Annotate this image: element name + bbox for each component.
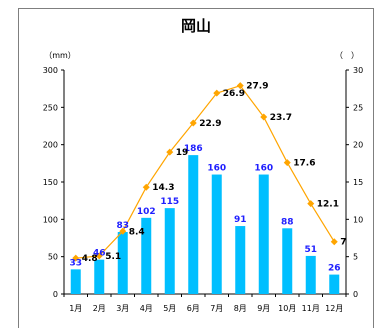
temperature-label: 22.9 (199, 119, 221, 129)
temperature-line (75, 84, 335, 259)
temperature-label: 8.4 (129, 227, 145, 237)
precipitation-label: 46 (93, 249, 106, 259)
precipitation-bar (282, 228, 293, 294)
precipitation-label: 160 (254, 164, 273, 174)
precipitation-bar (258, 174, 269, 294)
precipitation-label: 186 (184, 144, 203, 154)
left-tick-label: 300 (43, 66, 58, 75)
temperature-point (236, 82, 244, 90)
temperature-point (330, 238, 338, 246)
precipitation-bar (164, 208, 175, 294)
precipitation-label: 83 (116, 221, 129, 231)
x-tick-label: 7月 (210, 304, 223, 313)
right-tick-label: 0 (353, 290, 358, 299)
temperature-label: 26.9 (223, 89, 245, 99)
x-tick-label: 9月 (257, 304, 270, 313)
temperature-label: 5.1 (105, 252, 121, 262)
precipitation-bar (70, 269, 81, 294)
precipitation-label: 102 (137, 207, 156, 217)
temperature-point (166, 148, 174, 156)
left-axis-label: （mm） (44, 51, 76, 60)
precipitation-label: 51 (304, 245, 317, 255)
temperature-point (260, 113, 268, 121)
precipitation-bar (235, 226, 246, 294)
chart-panel: 岡山 （mm） （ ） 0 50 100 150 200 250 300 0 5 10 15 20 25 30… (18, 8, 374, 328)
right-tick-label: 30 (353, 66, 363, 75)
precipitation-bar (305, 255, 316, 294)
left-tick-label: 50 (48, 253, 58, 262)
left-tick-label: 150 (43, 178, 58, 187)
precipitation-bar (141, 217, 152, 294)
precipitation-label: 26 (328, 264, 341, 274)
temperature-label: 17.6 (293, 159, 315, 169)
temperature-point (307, 200, 315, 208)
precipitation-bar (329, 274, 340, 294)
temperature-label: 27.9 (246, 82, 268, 92)
temperature-point (72, 254, 80, 262)
temperature-label: 23.7 (270, 113, 292, 123)
right-tick-label: 5 (353, 253, 358, 262)
precipitation-bar (94, 259, 105, 294)
temperature-point (213, 89, 221, 97)
x-tick-label: 5月 (163, 304, 176, 313)
precipitation-label: 160 (207, 164, 226, 174)
precipitation-bar (117, 232, 128, 294)
right-axis-label: （ ） (335, 51, 359, 60)
left-tick-label: 250 (43, 103, 58, 112)
left-tick-label: 0 (53, 290, 58, 299)
right-tick-label: 25 (353, 103, 363, 112)
x-tick-label: 11月 (302, 304, 320, 313)
temperature-label: 4.8 (82, 254, 98, 264)
precipitation-label: 91 (234, 215, 247, 225)
left-tick-label: 200 (43, 141, 58, 150)
temperature-point (95, 252, 103, 260)
temperature-point (142, 183, 150, 191)
x-tick-label: 2月 (93, 304, 106, 313)
x-tick-label: 4月 (140, 304, 153, 313)
precipitation-label: 33 (69, 258, 82, 268)
x-tick-label: 12月 (325, 304, 343, 313)
precipitation-bar (211, 174, 222, 294)
x-tick-label: 8月 (234, 304, 247, 313)
precipitation-label: 115 (160, 197, 179, 207)
temperature-point (119, 227, 127, 235)
precipitation-bar (188, 155, 199, 294)
precipitation-label: 88 (281, 217, 294, 227)
right-tick-label: 10 (353, 215, 363, 224)
x-tick-label: 10月 (278, 304, 296, 313)
temperature-label: 12.1 (317, 200, 339, 210)
x-tick-label: 6月 (187, 304, 200, 313)
x-tick-label: 3月 (116, 304, 129, 313)
climate-chart: （mm） （ ） 0 50 100 150 200 250 300 0 5 10 15 20 25 30 1月 2… (43, 51, 363, 313)
right-tick-label: 20 (353, 141, 363, 150)
temperature-point (189, 119, 197, 127)
temperature-label: 14.3 (152, 183, 174, 193)
temperature-point (283, 159, 291, 167)
temperature-label: 7 (340, 238, 346, 248)
x-tick-label: 1月 (69, 304, 82, 313)
right-tick-label: 15 (353, 178, 363, 187)
chart-title: 岡山 (180, 17, 211, 35)
temperature-label: 19 (176, 148, 189, 158)
left-tick-label: 100 (43, 215, 58, 224)
